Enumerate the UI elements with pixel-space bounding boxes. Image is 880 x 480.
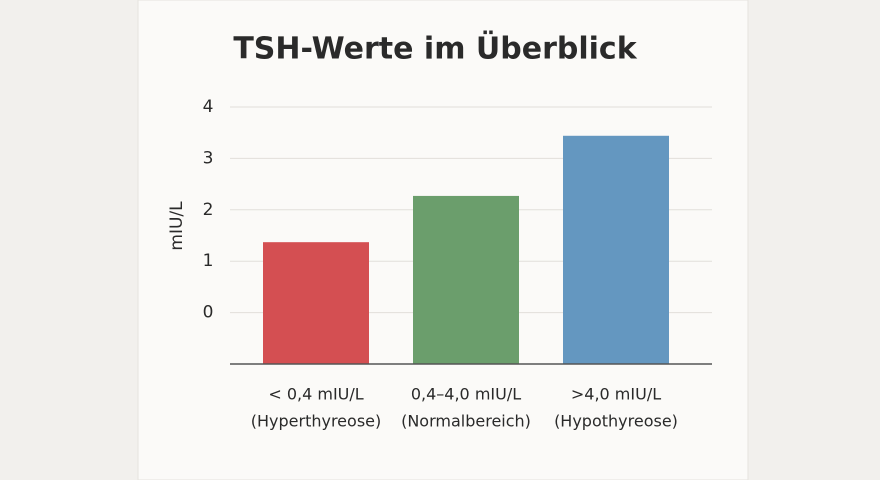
y-tick-label: 1	[203, 251, 214, 271]
bar	[413, 195, 519, 364]
x-tick-label: >4,0 mIU/L	[571, 385, 661, 404]
chart-title: TSH-Werte im Überblick	[233, 30, 637, 67]
y-axis-label: mIU/L	[167, 201, 187, 251]
x-tick-label: (Hyperthyreose)	[251, 412, 381, 431]
y-tick-label: 3	[203, 148, 214, 168]
bar	[563, 135, 669, 364]
y-tick-label: 4	[203, 97, 214, 117]
x-tick-label: (Normalbereich)	[401, 412, 531, 431]
bar	[263, 242, 369, 364]
x-tick-label: 0,4–4,0 mIU/L	[411, 385, 521, 404]
x-tick-label: < 0,4 mIU/L	[268, 385, 363, 404]
y-tick-label: 0	[203, 303, 214, 323]
x-tick-label: (Hypothyreose)	[554, 412, 678, 431]
y-tick-label: 2	[203, 200, 214, 220]
